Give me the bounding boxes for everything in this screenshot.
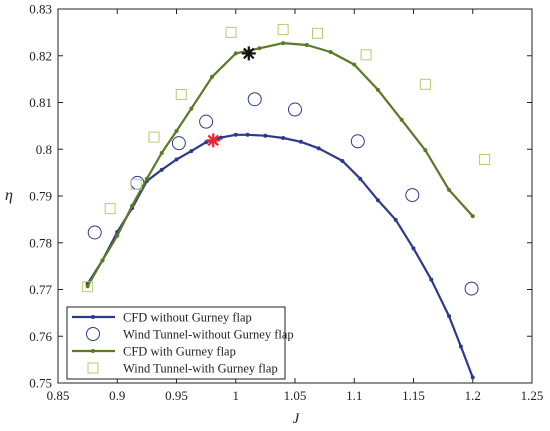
cfd-with-gurney-point <box>144 176 149 181</box>
cfd-with-gurney-point <box>328 50 333 55</box>
wind-tunnel-with-gurney-marker <box>175 89 187 101</box>
y-tick-label: 0.8 <box>36 142 52 157</box>
cfd-with-gurney-point <box>115 233 120 238</box>
red-asterisk-marker <box>206 133 221 148</box>
wind-tunnel-with-gurney-marker <box>360 49 372 61</box>
y-tick-label: 0.81 <box>29 95 52 110</box>
wind-tunnel-with-gurney-marker <box>225 26 237 38</box>
wind-tunnel-with-gurney-marker <box>148 131 160 143</box>
cfd-with-gurney-legend-label: CFD with Gurney flap <box>123 345 236 359</box>
cfd-without-gurney-point <box>233 132 238 137</box>
cfd-with-gurney-point <box>423 148 428 153</box>
wind-tunnel-without-gurney-marker <box>247 92 262 107</box>
black-asterisk-marker <box>241 46 256 61</box>
cfd-with-gurney-point <box>281 41 286 46</box>
cfd-without-gurney-point <box>447 314 452 319</box>
y-tick-label: 0.77 <box>29 282 52 297</box>
legend <box>66 306 286 380</box>
wind-tunnel-without-gurney-marker <box>350 134 365 149</box>
cfd-without-gurney-point <box>411 246 416 251</box>
cfd-without-gurney-legend-point <box>91 315 95 319</box>
y-tick-label: 0.83 <box>29 2 52 17</box>
cfd-with-gurney-point <box>85 284 90 289</box>
wind-tunnel-with-gurney-marker <box>479 154 491 166</box>
x-tick-label: 1.2 <box>465 388 481 403</box>
wind-tunnel-with-gurney-marker <box>82 281 94 293</box>
cfd-with-gurney-point <box>130 203 135 208</box>
wind-tunnel-with-gurney-legend-marker <box>87 362 99 374</box>
cfd-with-gurney-point <box>257 46 262 51</box>
x-tick-label: 1.25 <box>521 388 544 403</box>
cfd-with-gurney-point <box>447 187 452 192</box>
wind-tunnel-with-gurney-marker <box>419 78 431 90</box>
cfd-with-gurney-point <box>304 42 309 47</box>
cfd-without-gurney-point <box>218 135 223 140</box>
wind-tunnel-without-gurney-marker <box>464 281 479 296</box>
cfd-without-gurney-point <box>393 217 398 222</box>
plot-area: 0.85 0.9 0.95 1 1.05 1.1 1.15 1.2 1.25 0.75 0.76 0.… <box>29 2 543 404</box>
cfd-with-gurney-point <box>210 74 215 79</box>
wind-tunnel-without-gurney-marker <box>171 136 186 151</box>
cfd-with-gurney-point <box>159 150 164 155</box>
cfd-with-gurney-point <box>399 117 404 122</box>
wind-tunnel-with-gurney-legend-label: Wind Tunnel-with Gurney flap <box>123 362 278 376</box>
cfd-with-gurney-point <box>470 214 475 219</box>
cfd-without-gurney-point <box>340 158 345 163</box>
y-axis-label: η <box>5 187 13 204</box>
wind-tunnel-with-gurney-marker <box>130 178 142 190</box>
cfd-without-gurney-point <box>358 176 363 181</box>
cfd-without-gurney-legend-label: CFD without Gurney flap <box>123 311 252 325</box>
x-tick-label: 1.15 <box>402 388 425 403</box>
cfd-without-gurney-point <box>429 277 434 282</box>
cfd-without-gurney-point <box>174 157 179 162</box>
x-tick-label: 1 <box>233 388 240 403</box>
cfd-without-gurney-point <box>281 136 286 141</box>
cfd-without-gurney-point <box>316 146 321 151</box>
wind-tunnel-without-gurney-legend-marker <box>86 327 100 341</box>
x-tick-label: 1.1 <box>346 388 362 403</box>
cfd-without-gurney-point <box>263 133 268 138</box>
cfd-without-gurney-point <box>458 344 463 349</box>
wind-tunnel-without-gurney-marker <box>405 188 420 203</box>
wind-tunnel-with-gurney-marker <box>312 27 324 39</box>
wind-tunnel-with-gurney-marker <box>277 24 289 36</box>
cfd-with-gurney-point <box>352 62 357 67</box>
x-tick-label: 0.95 <box>165 388 188 403</box>
cfd-without-gurney-point <box>375 198 380 203</box>
cfd-without-gurney-point <box>245 132 250 137</box>
cfd-with-gurney-legend-point <box>91 349 95 353</box>
cfd-without-gurney-point <box>298 139 303 144</box>
x-tick-label: 0.9 <box>109 388 125 403</box>
cfd-with-gurney-point <box>375 87 380 92</box>
cfd-without-gurney-point <box>159 167 164 172</box>
wind-tunnel-without-gurney-marker <box>199 114 214 129</box>
x-axis-label: J <box>293 411 301 427</box>
wind-tunnel-without-gurney-marker <box>288 102 302 117</box>
y-tick-label: 0.75 <box>29 376 52 391</box>
wind-tunnel-without-gurney-legend-label: Wind Tunnel-without Gurney flap <box>123 328 294 342</box>
y-tick-label: 0.82 <box>29 48 52 63</box>
cfd-without-gurney-point <box>189 149 194 154</box>
cfd-with-gurney-point <box>100 258 105 263</box>
x-tick-label: 0.85 <box>47 388 70 403</box>
x-tick-label: 1.05 <box>284 388 307 403</box>
y-tick-label: 0.79 <box>29 189 52 204</box>
y-tick-label: 0.76 <box>29 329 52 344</box>
cfd-with-gurney-point <box>189 106 194 111</box>
wind-tunnel-with-gurney-marker <box>104 203 116 215</box>
cfd-with-gurney-point <box>233 51 238 56</box>
cfd-with-gurney-point <box>174 129 179 134</box>
cfd-without-gurney-point <box>470 375 475 380</box>
y-tick-label: 0.78 <box>29 235 52 250</box>
wind-tunnel-without-gurney-marker <box>87 225 102 240</box>
